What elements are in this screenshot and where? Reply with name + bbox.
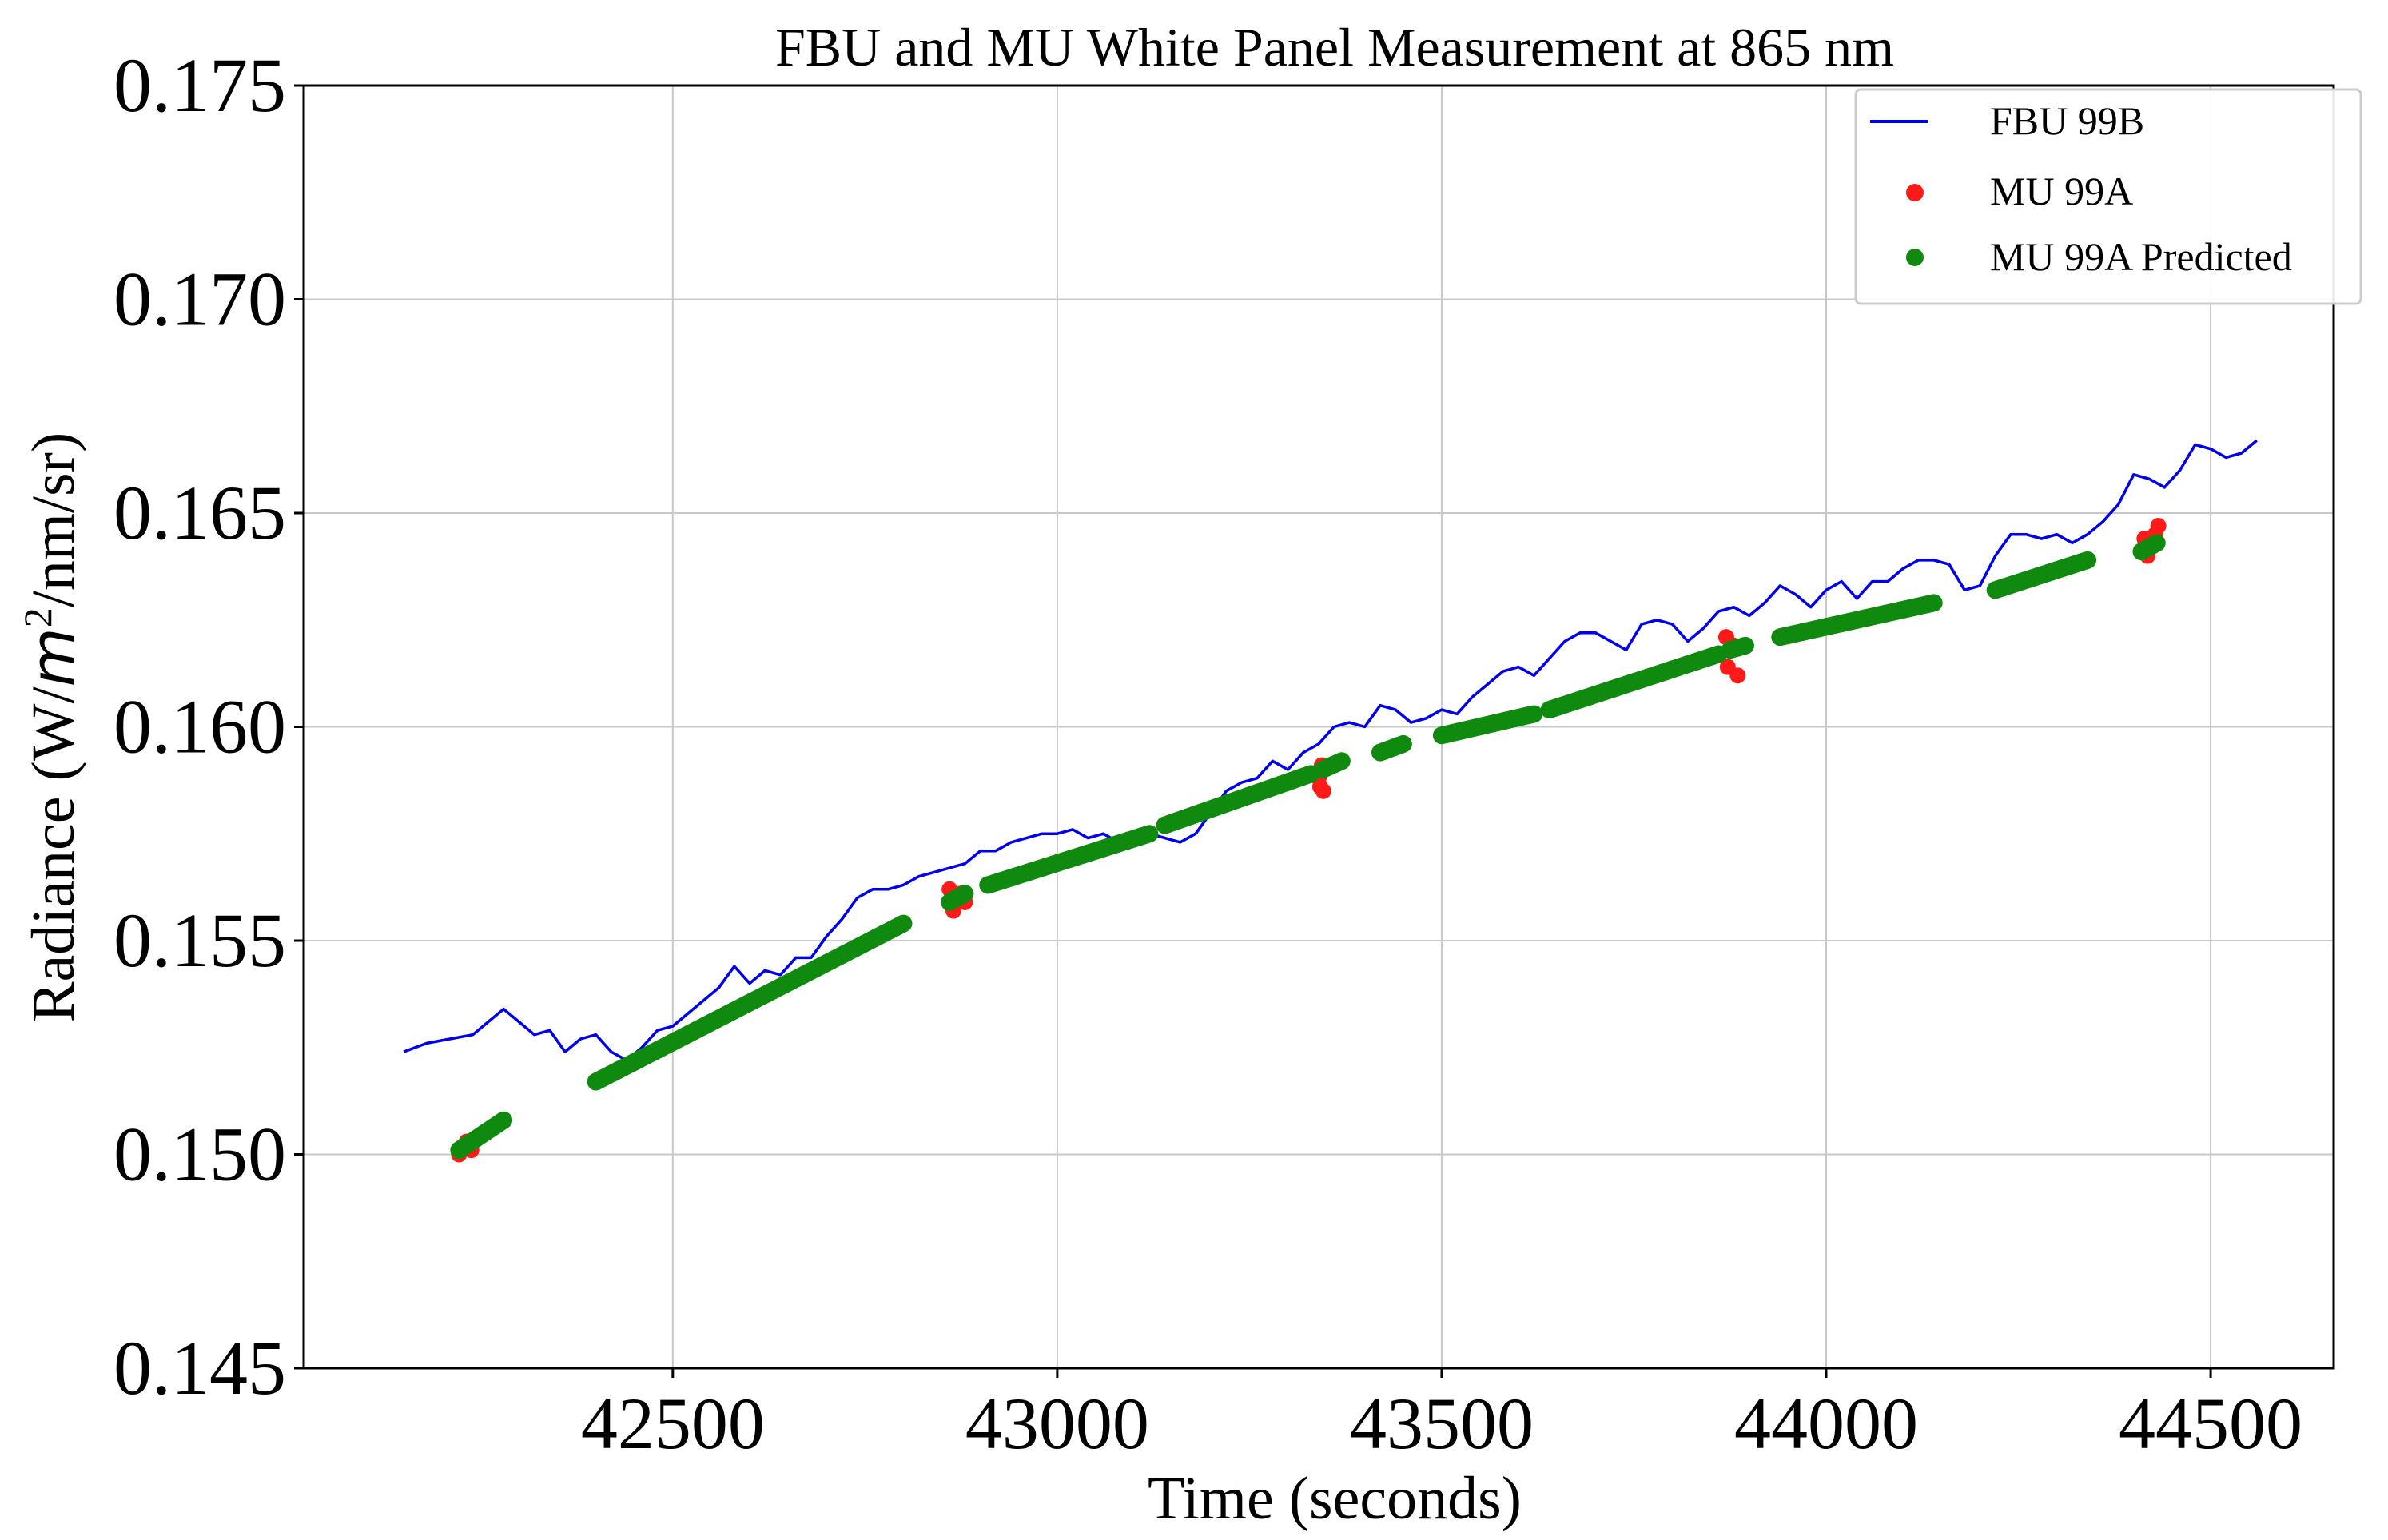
predicted-point bbox=[894, 914, 913, 933]
x-tick-label: 43000 bbox=[965, 1383, 1149, 1464]
y-tick-label: 0.145 bbox=[113, 1325, 286, 1411]
y-tick-label: 0.170 bbox=[113, 257, 286, 342]
y-axis-label-suffix: /nm/sr) bbox=[20, 432, 87, 608]
mu-point bbox=[1729, 667, 1746, 684]
y-axis-label-math: m bbox=[17, 627, 88, 686]
chart-title: FBU and MU White Panel Measurement at 86… bbox=[775, 17, 1894, 78]
predicted-series bbox=[450, 534, 2166, 1160]
predicted-point bbox=[495, 1111, 513, 1129]
mu-point bbox=[1315, 782, 1331, 799]
legend-fbu-label: FBU 99B bbox=[1990, 98, 2144, 143]
legend-predicted-label: MU 99A Predicted bbox=[1990, 234, 2292, 279]
x-tick-label: 44000 bbox=[1734, 1383, 1918, 1464]
y-tick-label: 0.160 bbox=[113, 684, 286, 770]
predicted-point bbox=[1140, 825, 1159, 843]
x-tick-label: 44500 bbox=[2119, 1383, 2302, 1464]
legend: FBU 99B MU 99A MU 99A Predicted bbox=[1854, 88, 2362, 305]
predicted-point bbox=[2147, 534, 2166, 552]
x-axis-label: Time (seconds) bbox=[1148, 1465, 1522, 1532]
legend-predicted-swatch bbox=[1906, 249, 1924, 266]
y-tick-label: 0.150 bbox=[113, 1112, 286, 1197]
x-tick-label: 42500 bbox=[581, 1383, 765, 1464]
predicted-point bbox=[1736, 636, 1754, 655]
fbu-line bbox=[403, 439, 2258, 1062]
predicted-point bbox=[1924, 594, 1943, 612]
predicted-point bbox=[1525, 705, 1543, 723]
y-axis: 0.145 0.150 0.155 0.160 0.165 0.170 0.175 bbox=[113, 42, 304, 1411]
y-axis-label-sup: 2 bbox=[15, 607, 60, 627]
legend-mu-label: MU 99A bbox=[1990, 169, 2133, 213]
legend-mu-swatch bbox=[1906, 184, 1924, 201]
predicted-point bbox=[1332, 752, 1351, 770]
predicted-point bbox=[2079, 551, 2097, 569]
y-tick-label: 0.175 bbox=[113, 42, 286, 128]
y-tick-label: 0.155 bbox=[113, 897, 286, 983]
y-tick-label: 0.165 bbox=[113, 470, 286, 555]
x-tick-label: 43500 bbox=[1350, 1383, 1534, 1464]
y-axis-label: Radiance (W/m2/nm/sr) bbox=[15, 432, 88, 1023]
y-axis-label-prefix: Radiance (W/ bbox=[20, 686, 87, 1022]
mu-point bbox=[2150, 518, 2167, 535]
x-axis: 42500 43000 43500 44000 44500 bbox=[581, 1368, 2302, 1464]
predicted-point bbox=[1394, 734, 1412, 753]
fbu-series bbox=[403, 439, 2258, 1062]
legend-box bbox=[1854, 88, 2362, 305]
predicted-point bbox=[956, 885, 974, 903]
